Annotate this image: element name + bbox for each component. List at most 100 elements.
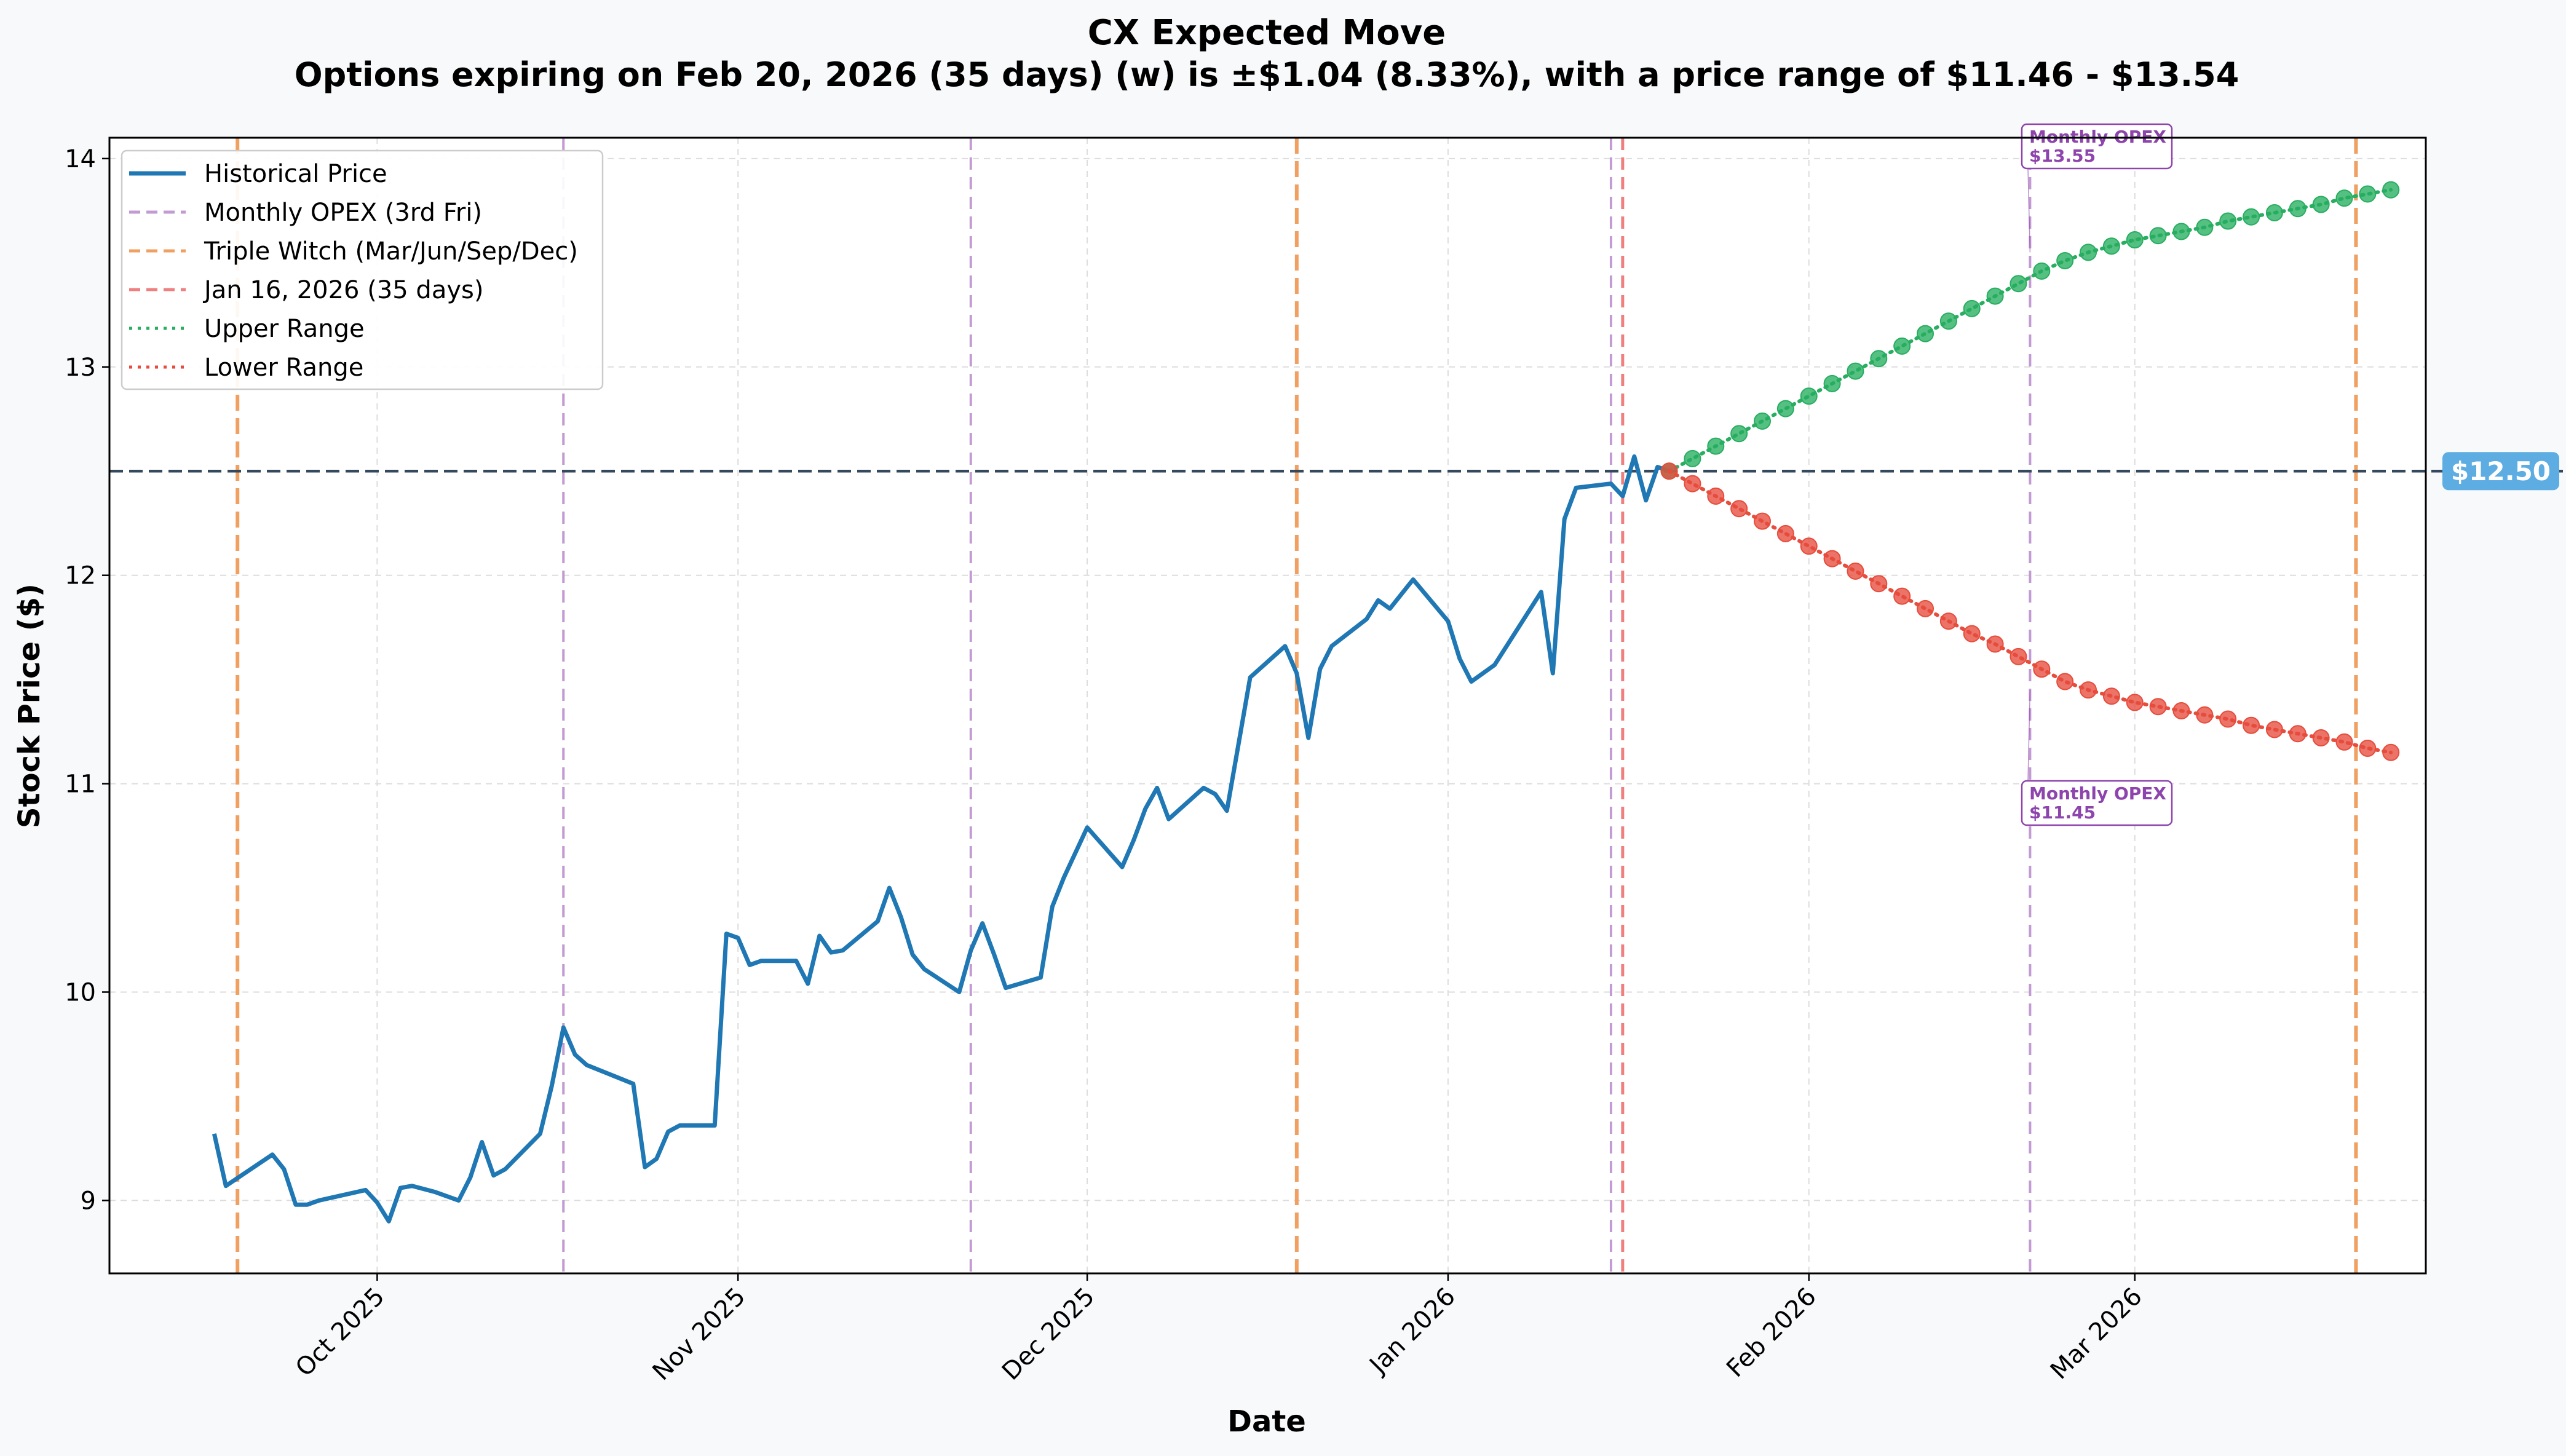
price-tag-label: $12.50 — [2451, 456, 2551, 486]
x-axis-ticks: Oct 2025 Nov 2025 Dec 2025 Jan 2026 Feb 2026… — [290, 1273, 2148, 1386]
upper-range-point — [2243, 208, 2260, 226]
x-tick-label: Nov 2025 — [647, 1283, 751, 1387]
upper-range-point — [2056, 251, 2074, 269]
lower-range-point — [1754, 512, 1772, 530]
annotation-leader — [2027, 690, 2031, 781]
lower-range-point — [2382, 743, 2400, 761]
lower-range-point — [1800, 537, 1818, 555]
series — [212, 181, 2400, 1224]
upper-range-point — [1754, 412, 1772, 430]
lower-range-point — [1730, 500, 1748, 518]
upper-range-point — [1893, 337, 1911, 355]
x-tick-label: Feb 2026 — [1721, 1283, 1822, 1383]
upper-range-point — [2149, 227, 2167, 245]
y-tick-label: 12 — [65, 562, 96, 590]
legend-label: Historical Price — [204, 160, 387, 188]
lower-range-point — [2172, 702, 2190, 719]
y-axis-ticks: 9 10 11 12 13 14 — [65, 145, 109, 1215]
chart-title: CX Expected Move — [1088, 13, 1446, 53]
upper-range-point — [1707, 437, 1725, 455]
upper-range-point — [2219, 212, 2237, 230]
annotation-value: $11.45 — [2029, 802, 2096, 823]
upper-range-point — [2196, 218, 2214, 236]
lower-range-point — [2010, 647, 2027, 665]
lower-range-point — [1684, 475, 1701, 493]
upper-range-point — [2126, 231, 2144, 249]
plot-frame — [108, 136, 2427, 1275]
x-tick-label: Oct 2025 — [290, 1283, 390, 1382]
upper-range-point — [1939, 312, 1957, 330]
upper-range-point — [2289, 200, 2307, 218]
lower-range-point — [1986, 635, 2004, 653]
current-price-tag: $12.50 — [2442, 452, 2559, 491]
lower-range-point — [2196, 706, 2214, 724]
upper-range-point — [2172, 223, 2190, 240]
legend-label: Jan 16, 2026 (35 days) — [202, 276, 483, 304]
legend-label: Monthly OPEX (3rd Fri) — [204, 199, 482, 227]
upper-range-point — [1917, 325, 1934, 342]
lower-range-point — [1870, 575, 1888, 593]
x-tick-label: Mar 2026 — [2045, 1283, 2148, 1385]
upper-range-point — [2312, 196, 2330, 213]
lower-range-point — [2033, 660, 2051, 678]
upper-range-point — [1986, 287, 2004, 305]
upper-range-point — [1800, 387, 1818, 405]
lower-range-point — [1939, 612, 1957, 630]
lower-range-point — [1917, 599, 1934, 617]
y-tick-label: 14 — [65, 145, 96, 173]
legend-label: Lower Range — [204, 354, 363, 382]
price-tag-box — [2442, 452, 2559, 491]
upper-range-point — [1870, 350, 1888, 368]
historical-price-line — [212, 454, 1670, 1224]
lower-range-point — [2126, 694, 2144, 711]
annotation-title: Monthly OPEX — [2029, 783, 2166, 804]
upper-range-point — [1847, 362, 1864, 380]
y-tick-label: 9 — [81, 1187, 96, 1215]
lower-range-point — [1893, 587, 1911, 605]
lower-range-point — [2056, 673, 2074, 690]
annotation-box — [2021, 123, 2173, 170]
lower-range-point — [1707, 487, 1725, 505]
x-tick-label: Jan 2026 — [1363, 1283, 1461, 1380]
lower-range-point — [1963, 625, 1981, 643]
upper-range-point — [2102, 237, 2120, 255]
lower-range-point — [2080, 681, 2097, 699]
lower-range-point — [1776, 524, 1794, 542]
lower-range-point — [2149, 698, 2167, 716]
lower-range-point — [1823, 550, 1841, 568]
annotation-value: $13.55 — [2029, 146, 2096, 166]
upper-range-point — [1776, 400, 1794, 417]
y-tick-label: 10 — [65, 978, 96, 1007]
upper-range-point — [2010, 275, 2027, 293]
legend-label: Triple Witch (Mar/Jun/Sep/Dec) — [204, 237, 578, 266]
lower-range-point — [1847, 562, 1864, 580]
chart-subtitle: Options expiring on Feb 20, 2026 (35 day… — [295, 55, 2239, 94]
upper-range-point — [1963, 299, 1981, 317]
upper-range-point — [1730, 425, 1748, 443]
x-tick-label: Dec 2025 — [997, 1283, 1100, 1386]
lower-range-point — [2312, 729, 2330, 747]
upper-range-point — [1684, 449, 1701, 467]
upper-range-point — [2335, 189, 2353, 207]
legend-box — [121, 149, 604, 390]
lower-range-point — [2265, 721, 2283, 738]
upper-range-point — [2265, 204, 2283, 222]
legend: Historical Price Monthly OPEX (3rd Fri) Tr… — [121, 149, 604, 390]
upper-range-point — [2382, 181, 2400, 199]
annotation-box — [2021, 780, 2173, 826]
upper-range-point — [2359, 185, 2377, 203]
lower-range-point — [1660, 462, 1678, 480]
annotation-leader — [2027, 168, 2031, 253]
lower-range-point — [2243, 716, 2260, 734]
legend-label: Upper Range — [204, 315, 365, 343]
lower-range-point — [2102, 687, 2120, 705]
lower-range-point — [2359, 739, 2377, 757]
upper-range-point — [1823, 374, 1841, 392]
lower-range-point — [2289, 725, 2307, 743]
y-tick-label: 11 — [65, 770, 96, 799]
upper-range-point — [2080, 243, 2097, 261]
upper-range-point — [2033, 262, 2051, 280]
lower-range-point — [2219, 710, 2237, 728]
